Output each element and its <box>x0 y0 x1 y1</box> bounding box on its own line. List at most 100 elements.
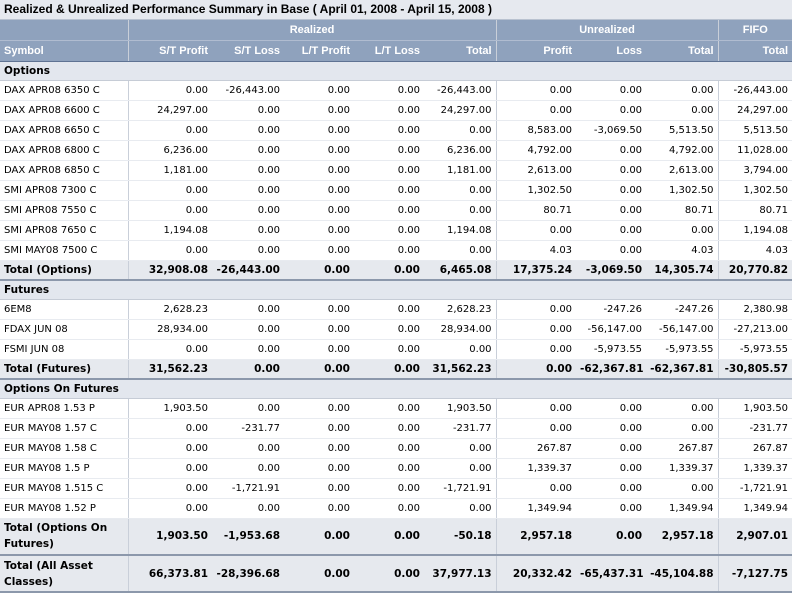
table-row[interactable]: DAX APR08 6350 C 0.00 -26,443.00 0.00 0.00 -2… <box>0 80 792 101</box>
value-cell: 5,513.50 <box>718 120 792 141</box>
value-cell: 1,194.08 <box>128 220 212 241</box>
value-cell: 0.00 <box>354 240 424 261</box>
value-cell: 0.00 <box>354 180 424 201</box>
value-cell: -5,973.55 <box>576 339 647 360</box>
value-cell: 66,373.81 <box>128 555 212 593</box>
value-cell: 1,349.94 <box>496 498 577 519</box>
value-cell: 28,934.00 <box>424 319 497 340</box>
value-cell: 0.00 <box>128 120 212 141</box>
table-row[interactable]: EUR MAY08 1.515 C 0.00 -1,721.91 0.00 0.00 -1… <box>0 478 792 499</box>
table-row[interactable]: FDAX JUN 08 28,934.00 0.00 0.00 0.00 28,934.0… <box>0 319 792 340</box>
value-cell: 0.00 <box>284 438 354 459</box>
column-header-row: Symbol S/T Profit S/T Loss L/T Profit L/… <box>0 40 792 62</box>
value-cell: -1,953.68 <box>212 518 284 556</box>
table-row[interactable]: SMI MAY08 7500 C 0.00 0.00 0.00 0.00 0.00 4.03… <box>0 240 792 261</box>
col-header-realized-total[interactable]: Total <box>424 40 497 62</box>
table-row[interactable]: EUR MAY08 1.5 P 0.00 0.00 0.00 0.00 0.00 1,339… <box>0 458 792 479</box>
value-cell: 0.00 <box>284 120 354 141</box>
value-cell: -28,396.68 <box>212 555 284 593</box>
value-cell: 0.00 <box>496 319 577 340</box>
col-header-symbol[interactable]: Symbol <box>0 40 129 62</box>
value-cell: -247.26 <box>646 299 719 320</box>
section-total-row: Total (Futures) 31,562.23 0.00 0.00 0.00 31,5… <box>0 359 792 380</box>
value-cell: 80.71 <box>718 200 792 221</box>
value-cell: -1,721.91 <box>718 478 792 499</box>
value-cell: 0.00 <box>496 398 577 419</box>
value-cell: 0.00 <box>212 180 284 201</box>
value-cell: 0.00 <box>424 438 497 459</box>
value-cell: 0.00 <box>576 100 647 121</box>
table-row[interactable]: DAX APR08 6600 C 24,297.00 0.00 0.00 0.00 24,… <box>0 100 792 121</box>
table-row[interactable]: FSMI JUN 08 0.00 0.00 0.00 0.00 0.00 0.00 -5,97… <box>0 339 792 360</box>
symbol-cell: 6EM8 <box>0 299 129 320</box>
value-cell: 0.00 <box>576 160 647 181</box>
table-row[interactable]: SMI APR08 7550 C 0.00 0.00 0.00 0.00 0.00 80.7… <box>0 200 792 221</box>
value-cell: 0.00 <box>284 478 354 499</box>
value-cell: 0.00 <box>284 100 354 121</box>
col-header-unrealized-profit[interactable]: Profit <box>496 40 577 62</box>
value-cell: 1,339.37 <box>718 458 792 479</box>
table-row[interactable]: DAX APR08 6650 C 0.00 0.00 0.00 0.00 0.00 8,58… <box>0 120 792 141</box>
symbol-cell: EUR MAY08 1.52 P <box>0 498 129 519</box>
value-cell: 0.00 <box>212 200 284 221</box>
value-cell: 0.00 <box>496 418 577 439</box>
value-cell: 0.00 <box>354 260 424 281</box>
value-cell: 0.00 <box>212 359 284 380</box>
value-cell: 17,375.24 <box>496 260 577 281</box>
col-header-st-loss[interactable]: S/T Loss <box>212 40 284 62</box>
performance-summary-table: Realized Unrealized FIFO Symbol S/T Prof… <box>0 20 792 593</box>
value-cell: 0.00 <box>284 299 354 320</box>
value-cell: -26,443.00 <box>212 260 284 281</box>
group-header-unrealized: Unrealized <box>496 20 719 41</box>
value-cell: 0.00 <box>646 398 719 419</box>
value-cell: 6,465.08 <box>424 260 497 281</box>
table-row[interactable]: SMI APR08 7650 C 1,194.08 0.00 0.00 0.00 1,19… <box>0 220 792 241</box>
value-cell: 1,903.50 <box>128 518 212 556</box>
value-cell: 0.00 <box>354 80 424 101</box>
value-cell: 0.00 <box>576 478 647 499</box>
value-cell: -45,104.88 <box>646 555 719 593</box>
value-cell: 24,297.00 <box>718 100 792 121</box>
value-cell: 0.00 <box>284 200 354 221</box>
value-cell: 0.00 <box>424 180 497 201</box>
value-cell: 0.00 <box>212 160 284 181</box>
value-cell: 0.00 <box>576 240 647 261</box>
value-cell: -50.18 <box>424 518 497 556</box>
value-cell: 1,181.00 <box>424 160 497 181</box>
table-row[interactable]: EUR APR08 1.53 P 1,903.50 0.00 0.00 0.00 1,90… <box>0 398 792 419</box>
value-cell: -5,973.55 <box>718 339 792 360</box>
value-cell: 1,302.50 <box>496 180 577 201</box>
table-row[interactable]: DAX APR08 6850 C 1,181.00 0.00 0.00 0.00 1,18… <box>0 160 792 181</box>
value-cell: 0.00 <box>354 120 424 141</box>
report-title: Realized & Unrealized Performance Summar… <box>0 0 792 20</box>
table-row[interactable]: 6EM8 2,628.23 0.00 0.00 0.00 2,628.23 0.00 -247… <box>0 299 792 320</box>
col-header-unrealized-total[interactable]: Total <box>646 40 719 62</box>
value-cell: -26,443.00 <box>212 80 284 101</box>
col-header-unrealized-loss[interactable]: Loss <box>576 40 647 62</box>
symbol-cell: Total (Futures) <box>0 359 129 380</box>
value-cell: 0.00 <box>128 478 212 499</box>
col-header-lt-profit[interactable]: L/T Profit <box>284 40 354 62</box>
value-cell: 0.00 <box>212 240 284 261</box>
value-cell: 0.00 <box>576 458 647 479</box>
value-cell: 0.00 <box>212 140 284 161</box>
col-header-fifo-total[interactable]: Total <box>718 40 792 62</box>
value-cell: -5,973.55 <box>646 339 719 360</box>
value-cell: 6,236.00 <box>424 140 497 161</box>
value-cell: 0.00 <box>496 100 577 121</box>
table-row[interactable]: EUR MAY08 1.57 C 0.00 -231.77 0.00 0.00 -231.… <box>0 418 792 439</box>
table-row[interactable]: DAX APR08 6800 C 6,236.00 0.00 0.00 0.00 6,23… <box>0 140 792 161</box>
value-cell: 11,028.00 <box>718 140 792 161</box>
value-cell: 24,297.00 <box>424 100 497 121</box>
symbol-cell: EUR MAY08 1.58 C <box>0 438 129 459</box>
table-row[interactable]: EUR MAY08 1.58 C 0.00 0.00 0.00 0.00 0.00 267.… <box>0 438 792 459</box>
value-cell: 0.00 <box>576 140 647 161</box>
symbol-cell: FDAX JUN 08 <box>0 319 129 340</box>
value-cell: 0.00 <box>284 398 354 419</box>
value-cell: 20,332.42 <box>496 555 577 593</box>
col-header-lt-loss[interactable]: L/T Loss <box>354 40 424 62</box>
table-row[interactable]: SMI APR08 7300 C 0.00 0.00 0.00 0.00 0.00 1,30… <box>0 180 792 201</box>
table-row[interactable]: EUR MAY08 1.52 P 0.00 0.00 0.00 0.00 0.00 1,34… <box>0 498 792 519</box>
col-header-st-profit[interactable]: S/T Profit <box>128 40 212 62</box>
section-title: Options On Futures <box>0 379 792 399</box>
